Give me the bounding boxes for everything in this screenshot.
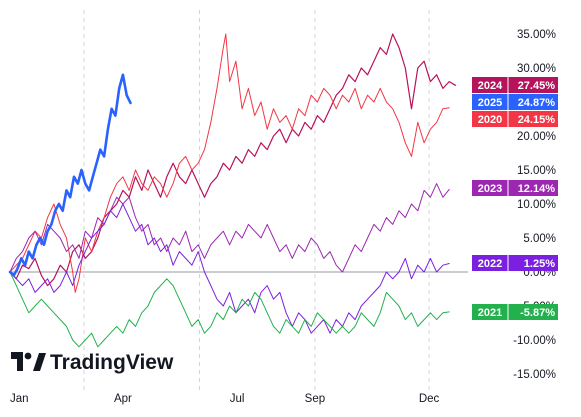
tradingview-branding: TradingView (11, 351, 174, 374)
series-line-2022 (9, 203, 450, 334)
series-line-2021 (9, 271, 450, 348)
tag-year-box (472, 180, 508, 196)
y-tick-label: 10.00% (517, 199, 556, 211)
value-tag-2022: 2022 1.25% (472, 255, 558, 271)
tag-year-text: 2023 (478, 183, 502, 195)
tag-value-text: 24.87% (518, 97, 556, 109)
y-tick-label: 15.00% (517, 165, 556, 177)
tag-year-box (472, 77, 508, 93)
x-tick-label: Sep (305, 393, 325, 405)
y-tick-label: -10.00% (513, 335, 556, 347)
tag-value-box (508, 77, 558, 93)
y-tick-label: 5.00% (523, 233, 556, 245)
tag-value-box (508, 180, 558, 196)
value-tags: 2024 27.45% 2025 24.87% 2020 24.15% 2023 12.14%… (472, 77, 558, 320)
value-tag-2021: 2021 -5.87% (472, 304, 558, 320)
tag-year-box (472, 304, 508, 320)
tag-value-text: 12.14% (518, 183, 556, 195)
series-line-2025 (8, 73, 132, 277)
brand-name: TradingView (50, 351, 174, 374)
tag-year-box (472, 94, 508, 110)
x-tick-label: Jul (230, 393, 245, 405)
tag-value-text: 24.15% (518, 114, 556, 126)
value-tag-2020: 2020 24.15% (472, 111, 558, 127)
tag-year-text: 2022 (478, 258, 502, 270)
y-tick-label: -15.00% (513, 369, 556, 381)
series-lines (8, 33, 457, 348)
tag-value-box (508, 94, 558, 110)
gridlines (83, 10, 430, 390)
tradingview-logo-icon (11, 352, 46, 371)
series-line-2023 (9, 183, 450, 273)
x-tick-label: Jan (10, 393, 29, 405)
value-tag-2023: 2023 12.14% (472, 180, 558, 196)
tag-value-box (508, 111, 558, 127)
tag-year-box (472, 255, 508, 271)
tag-year-text: 2021 (478, 307, 502, 319)
tag-value-box (508, 304, 558, 320)
tag-year-box (472, 111, 508, 127)
y-tick-label: 30.00% (517, 63, 556, 75)
x-tick-label: Apr (114, 393, 132, 405)
value-tag-2024: 2024 27.45% (472, 77, 558, 93)
series-line-2020 (9, 33, 450, 293)
tag-year-text: 2025 (478, 97, 502, 109)
value-tag-2025: 2025 24.87% (472, 94, 558, 110)
tag-value-text: -5.87% (520, 307, 555, 319)
tag-year-text: 2024 (478, 80, 503, 92)
y-tick-label: 20.00% (517, 131, 556, 143)
x-axis: Jan Apr Jul Sep Dec (10, 393, 440, 405)
series-line-2024 (9, 33, 457, 287)
tag-year-text: 2020 (478, 114, 502, 126)
tag-value-box (508, 255, 558, 271)
y-tick-label: 35.00% (517, 29, 556, 41)
tag-value-text: 1.25% (524, 258, 555, 270)
tag-value-text: 27.45% (518, 80, 556, 92)
x-tick-label: Dec (419, 393, 440, 405)
